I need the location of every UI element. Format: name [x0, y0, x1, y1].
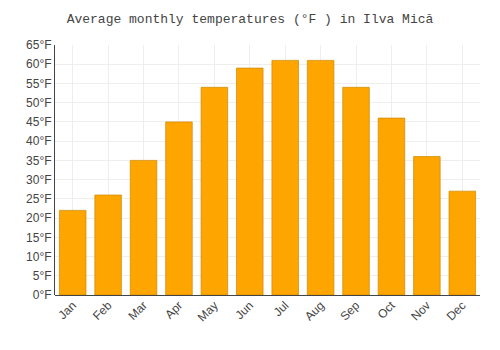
svg-text:10°F: 10°F [26, 250, 51, 264]
svg-text:60°F: 60°F [26, 57, 51, 71]
svg-text:Dec: Dec [444, 298, 469, 323]
svg-text:45°F: 45°F [26, 115, 51, 129]
svg-text:Jun: Jun [233, 298, 257, 322]
svg-text:Feb: Feb [90, 298, 115, 323]
svg-text:Mar: Mar [125, 298, 150, 323]
svg-text:50°F: 50°F [26, 96, 51, 110]
svg-text:0°F: 0°F [33, 288, 52, 302]
svg-text:Aug: Aug [302, 298, 327, 323]
svg-text:Apr: Apr [162, 298, 185, 321]
svg-text:Oct: Oct [375, 298, 399, 322]
svg-text:Jan: Jan [55, 298, 79, 322]
svg-text:Nov: Nov [408, 298, 433, 323]
svg-text:Average monthly temperatures (: Average monthly temperatures (°F ) in Il… [67, 12, 434, 27]
svg-text:20°F: 20°F [26, 211, 51, 225]
svg-text:25°F: 25°F [26, 192, 51, 206]
svg-text:15°F: 15°F [26, 231, 51, 245]
svg-text:35°F: 35°F [26, 154, 51, 168]
svg-text:55°F: 55°F [26, 77, 51, 91]
svg-text:40°F: 40°F [26, 134, 51, 148]
svg-text:Jul: Jul [271, 298, 292, 319]
svg-text:Sep: Sep [337, 298, 362, 323]
svg-text:30°F: 30°F [26, 173, 51, 187]
svg-text:May: May [195, 298, 221, 324]
svg-text:65°F: 65°F [26, 38, 51, 52]
svg-text:5°F: 5°F [33, 269, 52, 283]
